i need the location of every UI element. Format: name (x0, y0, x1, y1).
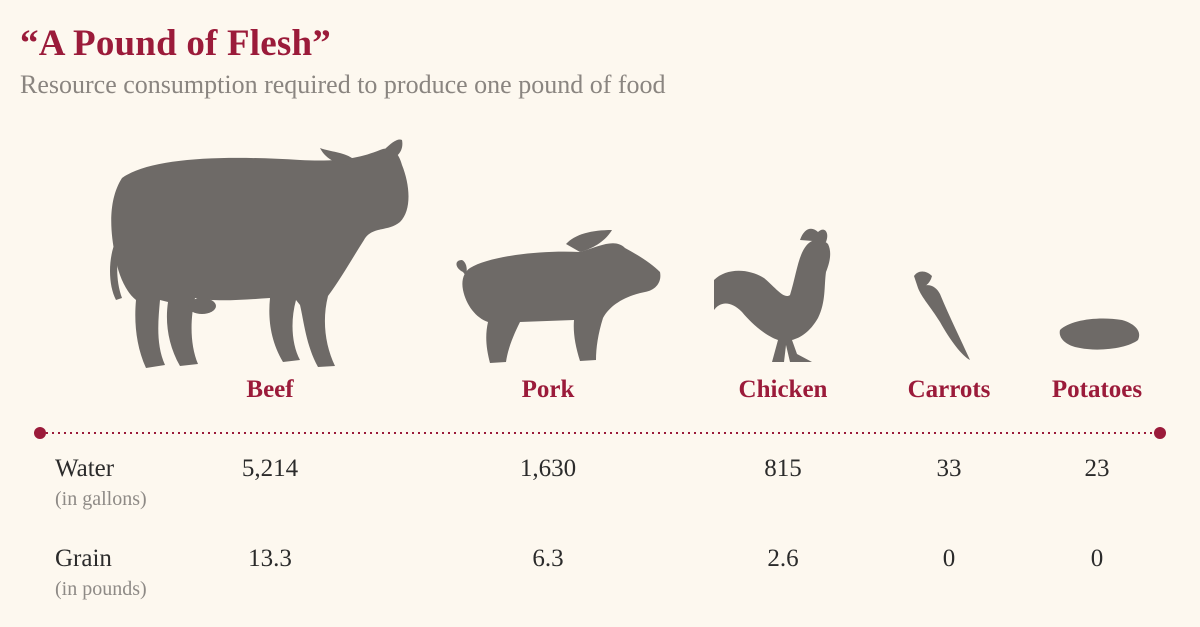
category-label-carrots: Carrots (907, 376, 991, 403)
grain-value-potatoes: 0 (1090, 545, 1104, 572)
water-value-beef: 5,214 (241, 455, 299, 482)
water-value-potatoes: 23 (1084, 455, 1110, 482)
category-label-potatoes: Potatoes (1051, 376, 1143, 403)
row-unit-water: (in gallons) (55, 488, 147, 510)
chart-subtitle: Resource consumption required to produce… (20, 70, 666, 99)
grain-value-carrots: 0 (942, 545, 956, 572)
category-label-pork: Pork (521, 376, 575, 403)
grain-value-pork: 6.3 (532, 545, 564, 572)
water-value-chicken: 815 (764, 455, 802, 482)
rooster-icon (714, 228, 831, 362)
grain-value-chicken: 2.6 (767, 545, 799, 572)
row-unit-grain: (in pounds) (55, 578, 147, 600)
water-value-pork: 1,630 (519, 455, 577, 482)
potato-icon (1059, 318, 1140, 350)
row-label-grain: Grain (55, 545, 112, 572)
pig-icon (456, 230, 661, 363)
divider-dot-left (34, 427, 46, 439)
cow-icon (110, 139, 409, 368)
grain-value-beef: 13.3 (248, 545, 292, 572)
divider-dot-right (1154, 427, 1166, 439)
carrot-icon (914, 271, 970, 360)
water-value-carrots: 33 (936, 455, 962, 482)
row-label-water: Water (55, 455, 115, 482)
chart-title: “A Pound of Flesh” (20, 23, 331, 64)
category-label-beef: Beef (246, 376, 294, 403)
category-label-chicken: Chicken (738, 376, 828, 403)
